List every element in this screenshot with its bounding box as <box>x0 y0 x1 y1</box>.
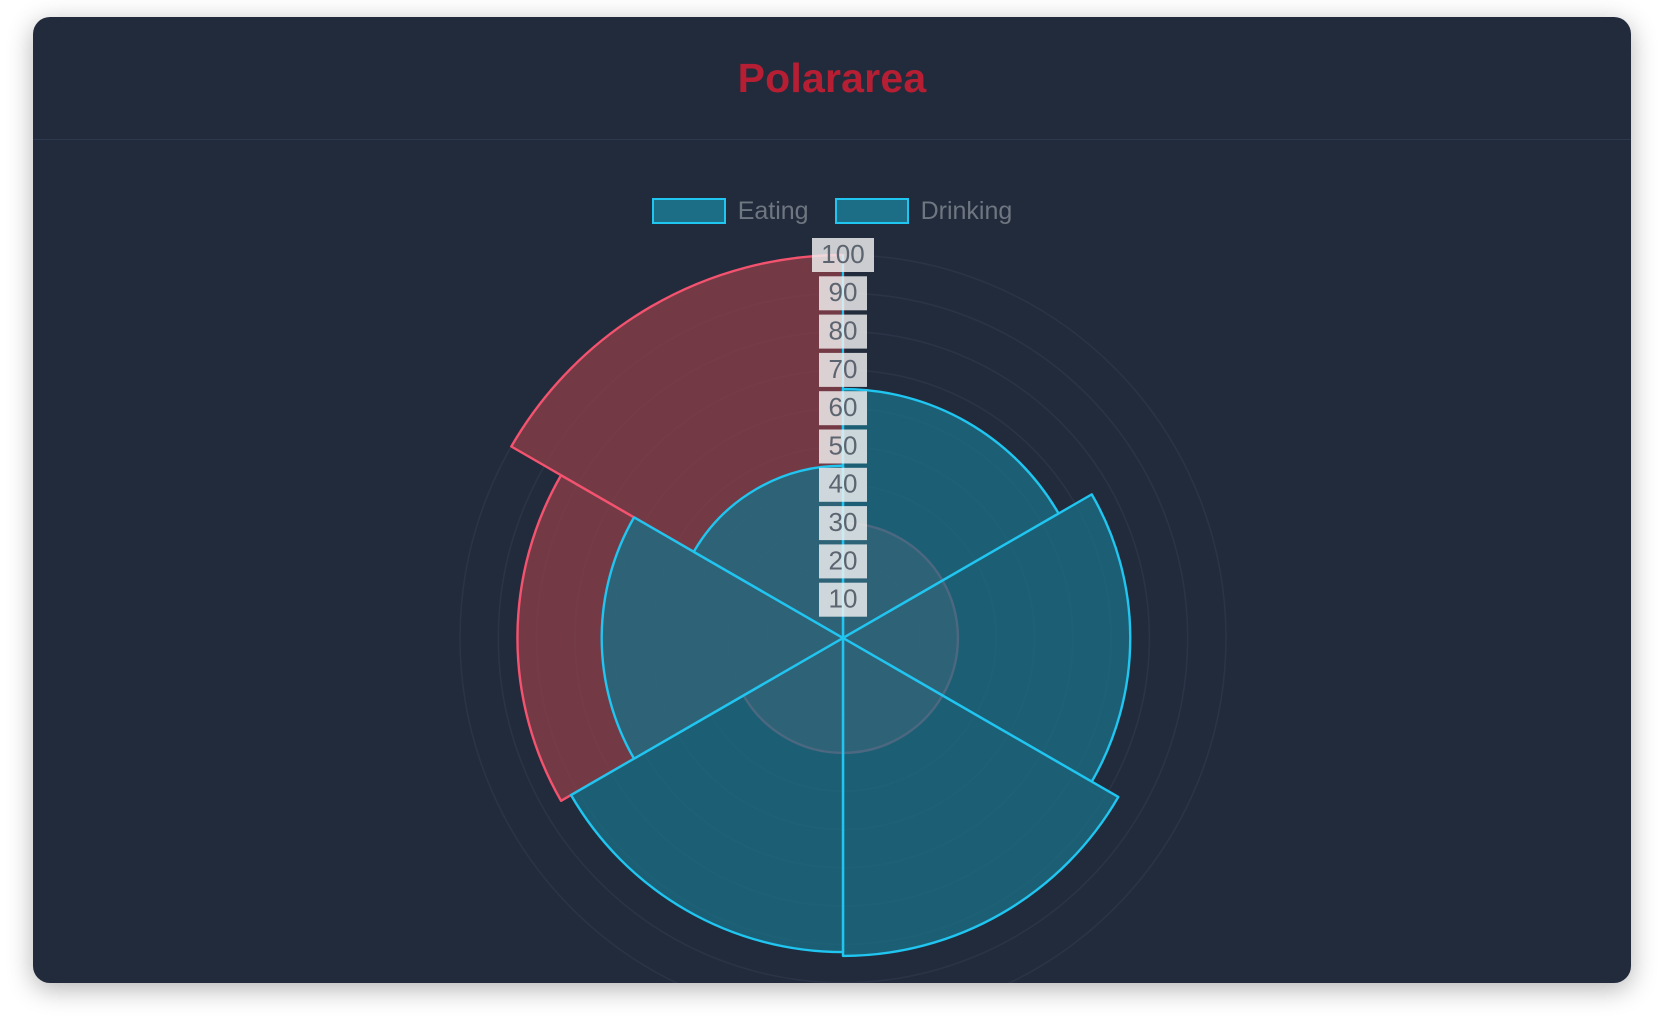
tick-label: 50 <box>829 430 858 460</box>
tick-plate <box>819 276 867 311</box>
legend-swatch-icon <box>651 198 726 224</box>
tick-label: 20 <box>829 545 858 575</box>
legend-item-drinking[interactable]: Drinking <box>834 196 1013 225</box>
tick-plate <box>819 391 867 426</box>
tick-label: 10 <box>829 584 858 614</box>
tick-label: 80 <box>829 315 858 345</box>
tick-label: 40 <box>829 469 858 499</box>
tick-plate <box>819 467 867 502</box>
series-drinking[interactable] <box>569 387 1132 958</box>
tick-plate <box>819 506 867 541</box>
tick-label: 90 <box>829 277 858 307</box>
tick-label: 70 <box>829 354 858 384</box>
tick-label: 60 <box>829 392 858 422</box>
tick-plate <box>819 352 867 387</box>
r-axis-ticks: 10 20 30 40 50 60 70 80 90 100 <box>812 238 874 617</box>
sector[interactable] <box>841 387 1060 640</box>
polar-area-svg[interactable]: 10 20 30 40 50 60 70 80 90 100 <box>33 140 1631 983</box>
legend-swatch-icon <box>834 198 909 224</box>
tick-plate <box>819 429 867 464</box>
sector[interactable] <box>692 464 845 640</box>
chart-legend: Eating Drinking <box>33 198 1631 224</box>
tick-plate <box>819 544 867 579</box>
polar-area-chart[interactable]: 10 20 30 40 50 60 70 80 90 100 <box>33 140 1631 983</box>
sector[interactable] <box>600 516 845 760</box>
card-header: Polararea <box>33 17 1631 140</box>
tick-plate <box>819 582 867 617</box>
legend-label: Eating <box>737 196 809 225</box>
chart-card: Polararea Eating Drinking 10 20 30 40 50 60 70… <box>33 17 1631 983</box>
tick-label: 30 <box>829 507 858 537</box>
page-title: Polararea <box>737 54 927 101</box>
legend-item-eating[interactable]: Eating <box>651 196 809 225</box>
sector[interactable] <box>569 636 845 954</box>
sector[interactable] <box>841 636 1120 958</box>
tick-plate <box>819 314 867 349</box>
tick-label: 100 <box>821 239 864 269</box>
legend-label: Drinking <box>920 196 1013 225</box>
card-body: Eating Drinking 10 20 30 40 50 60 70 80 90 100 <box>33 140 1631 983</box>
tick-plate <box>812 238 874 272</box>
sector[interactable] <box>841 493 1132 783</box>
